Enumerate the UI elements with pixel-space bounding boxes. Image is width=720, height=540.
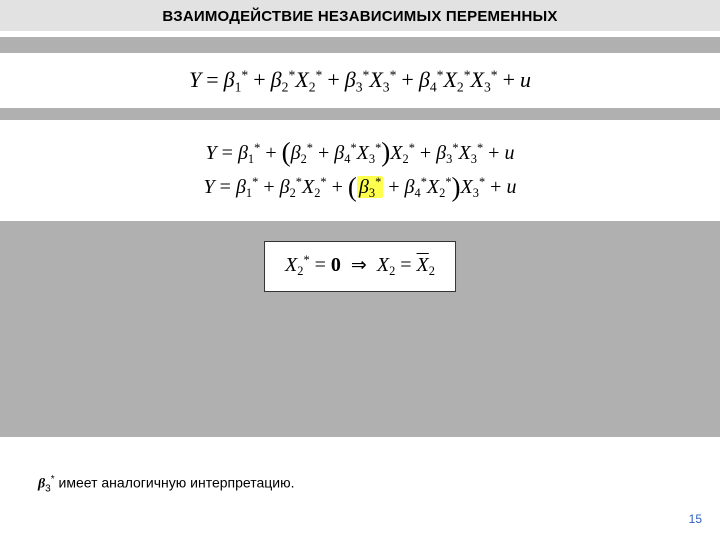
stripe-top (0, 37, 720, 53)
equation-line-1: Y=β1*+(β2*+β4*X3*)X2*+β3*X3*+u (0, 138, 720, 169)
stripe-mid (0, 108, 720, 120)
slide: ВЗАИМОДЕЙСТВИЕ НЕЗАВИСИМЫХ ПЕРЕМЕННЫХ Y=… (0, 0, 720, 540)
gray-block: X2*=0⇒X2=X2 (0, 221, 720, 437)
footer-note: β3* имеет аналогичную интерпретацию. (38, 474, 294, 494)
footer-tail: имеет аналогичную интерпретацию. (55, 474, 295, 490)
equation-main-band: Y=β1*+β2*X2*+β3*X3*+β4*X2*X3*+u (0, 53, 720, 108)
page-number: 15 (689, 512, 702, 526)
highlight-beta3: β3* (357, 176, 383, 198)
boxed-equation: X2*=0⇒X2=X2 (264, 241, 456, 292)
equation-line-2: Y=β1*+β2*X2*+(β3*+β4*X2*)X3*+u (0, 172, 720, 203)
footer-sub: 3 (45, 483, 51, 494)
equation-pair-band: Y=β1*+(β2*+β4*X3*)X2*+β3*X3*+u Y=β1*+β2*… (0, 120, 720, 221)
equation-main: Y=β1*+β2*X2*+β3*X3*+β4*X2*X3*+u (189, 67, 531, 92)
slide-title: ВЗАИМОДЕЙСТВИЕ НЕЗАВИСИМЫХ ПЕРЕМЕННЫХ (0, 0, 720, 31)
